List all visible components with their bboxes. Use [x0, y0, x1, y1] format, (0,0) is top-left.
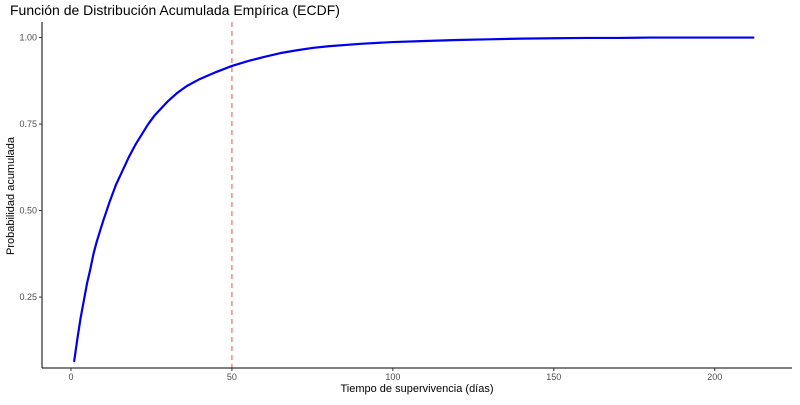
x-tick-label: 200 — [707, 372, 722, 382]
x-tick-label: 50 — [227, 372, 237, 382]
y-tick-label: 0.50 — [19, 206, 37, 216]
y-axis-title: Probabilidad acumulada — [5, 136, 17, 255]
x-axis-title: Tiempo de supervivencia (días) — [340, 383, 493, 395]
chart-title: Función de Distribución Acumulada Empíri… — [10, 2, 340, 18]
ecdf-line — [73, 36, 755, 363]
y-tick-label: 0.25 — [19, 292, 37, 302]
x-tick-label: 150 — [546, 372, 561, 382]
plot-area — [73, 22, 755, 368]
y-tick-label: 0.75 — [19, 119, 37, 129]
y-tick-label: 1.00 — [19, 33, 37, 43]
axes: 0 50 100 150 200 0.25 0.50 0.75 1.00 — [19, 22, 792, 382]
x-tick-label: 0 — [68, 372, 73, 382]
x-tick-label: 100 — [385, 372, 400, 382]
